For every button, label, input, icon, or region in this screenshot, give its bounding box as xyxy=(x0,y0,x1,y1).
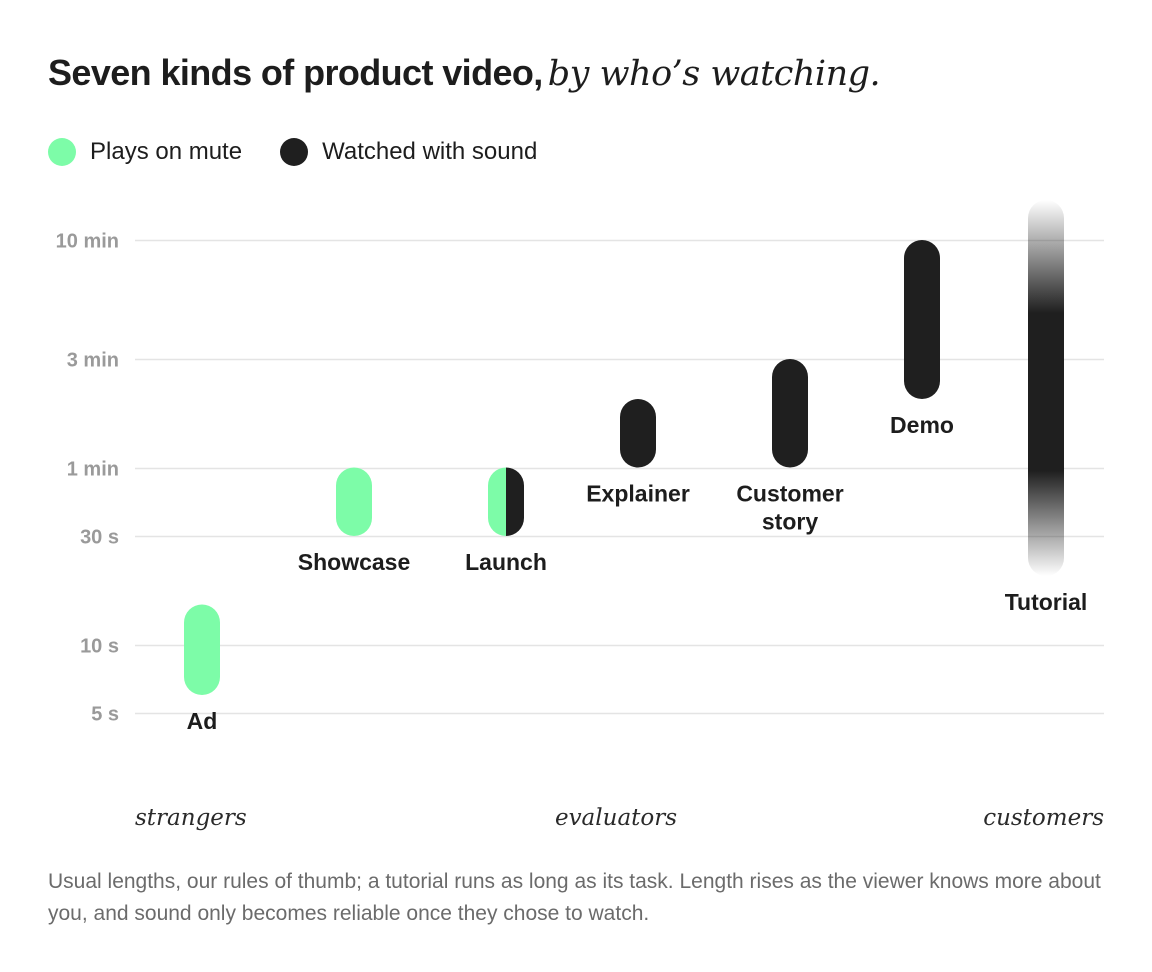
y-tick-10-s: 10 s xyxy=(80,636,119,658)
y-tick-1-min: 1 min xyxy=(67,459,119,481)
legend-item-mute: Plays on mute xyxy=(48,138,242,166)
bar-label-showcase: Showcase xyxy=(298,549,411,575)
legend-item-sound: Watched with sound xyxy=(280,138,537,166)
chart-title: Seven kinds of product video, by who’s w… xyxy=(48,52,881,94)
bars xyxy=(184,200,1064,696)
bar-launch xyxy=(488,467,524,536)
bar-label-tutorial: Tutorial xyxy=(1005,589,1088,615)
bar-ad xyxy=(184,604,220,696)
audience-label-evaluators: evaluators xyxy=(555,805,677,831)
y-tick-10-min: 10 min xyxy=(56,231,119,253)
title-main: Seven kinds of product video xyxy=(48,52,534,93)
bar-tutorial xyxy=(1028,200,1064,576)
bar-customer-story xyxy=(772,358,808,468)
title-subtitle: by who’s watching. xyxy=(547,54,881,94)
y-axis-ticks: 10 min 3 min 1 min 30 s 10 s 5 s xyxy=(56,231,119,726)
y-tick-3-min: 3 min xyxy=(67,350,119,372)
bar-explainer xyxy=(620,399,656,468)
title-separator: , xyxy=(533,52,544,93)
bar-demo xyxy=(904,240,940,400)
bar-launch-mute-half xyxy=(488,467,506,536)
bar-label-launch: Launch xyxy=(465,549,547,575)
legend-swatch-mute xyxy=(48,138,76,166)
bar-showcase xyxy=(336,467,372,536)
bar-label-ad: Ad xyxy=(187,708,218,734)
chart-plot: 10 min 3 min 1 min 30 s 10 s 5 s Ad Showcase La… xyxy=(56,200,1104,831)
audience-label-customers: customers xyxy=(983,805,1104,831)
bar-labels: Ad Showcase Launch Explainer Customer story De… xyxy=(187,412,1088,734)
audience-label-strangers: strangers xyxy=(135,805,247,831)
legend-swatch-sound xyxy=(280,138,309,166)
bar-label-demo: Demo xyxy=(890,412,954,438)
bar-label-customer-story: Customer story xyxy=(736,481,843,535)
chart-caption: Usual lengths, our rules of thumb; a tut… xyxy=(48,870,1101,925)
y-tick-30-s: 30 s xyxy=(80,527,119,549)
x-axis-audience-labels: strangers evaluators customers xyxy=(135,805,1104,831)
grid-lines xyxy=(135,239,1104,715)
bar-label-explainer: Explainer xyxy=(586,481,690,507)
legend: Plays on mute Watched with sound xyxy=(48,138,575,166)
y-tick-5-s: 5 s xyxy=(91,704,119,726)
legend-label-mute: Plays on mute xyxy=(90,138,243,165)
legend-label-sound: Watched with sound xyxy=(322,138,538,165)
bar-launch-sound-half xyxy=(506,467,524,536)
